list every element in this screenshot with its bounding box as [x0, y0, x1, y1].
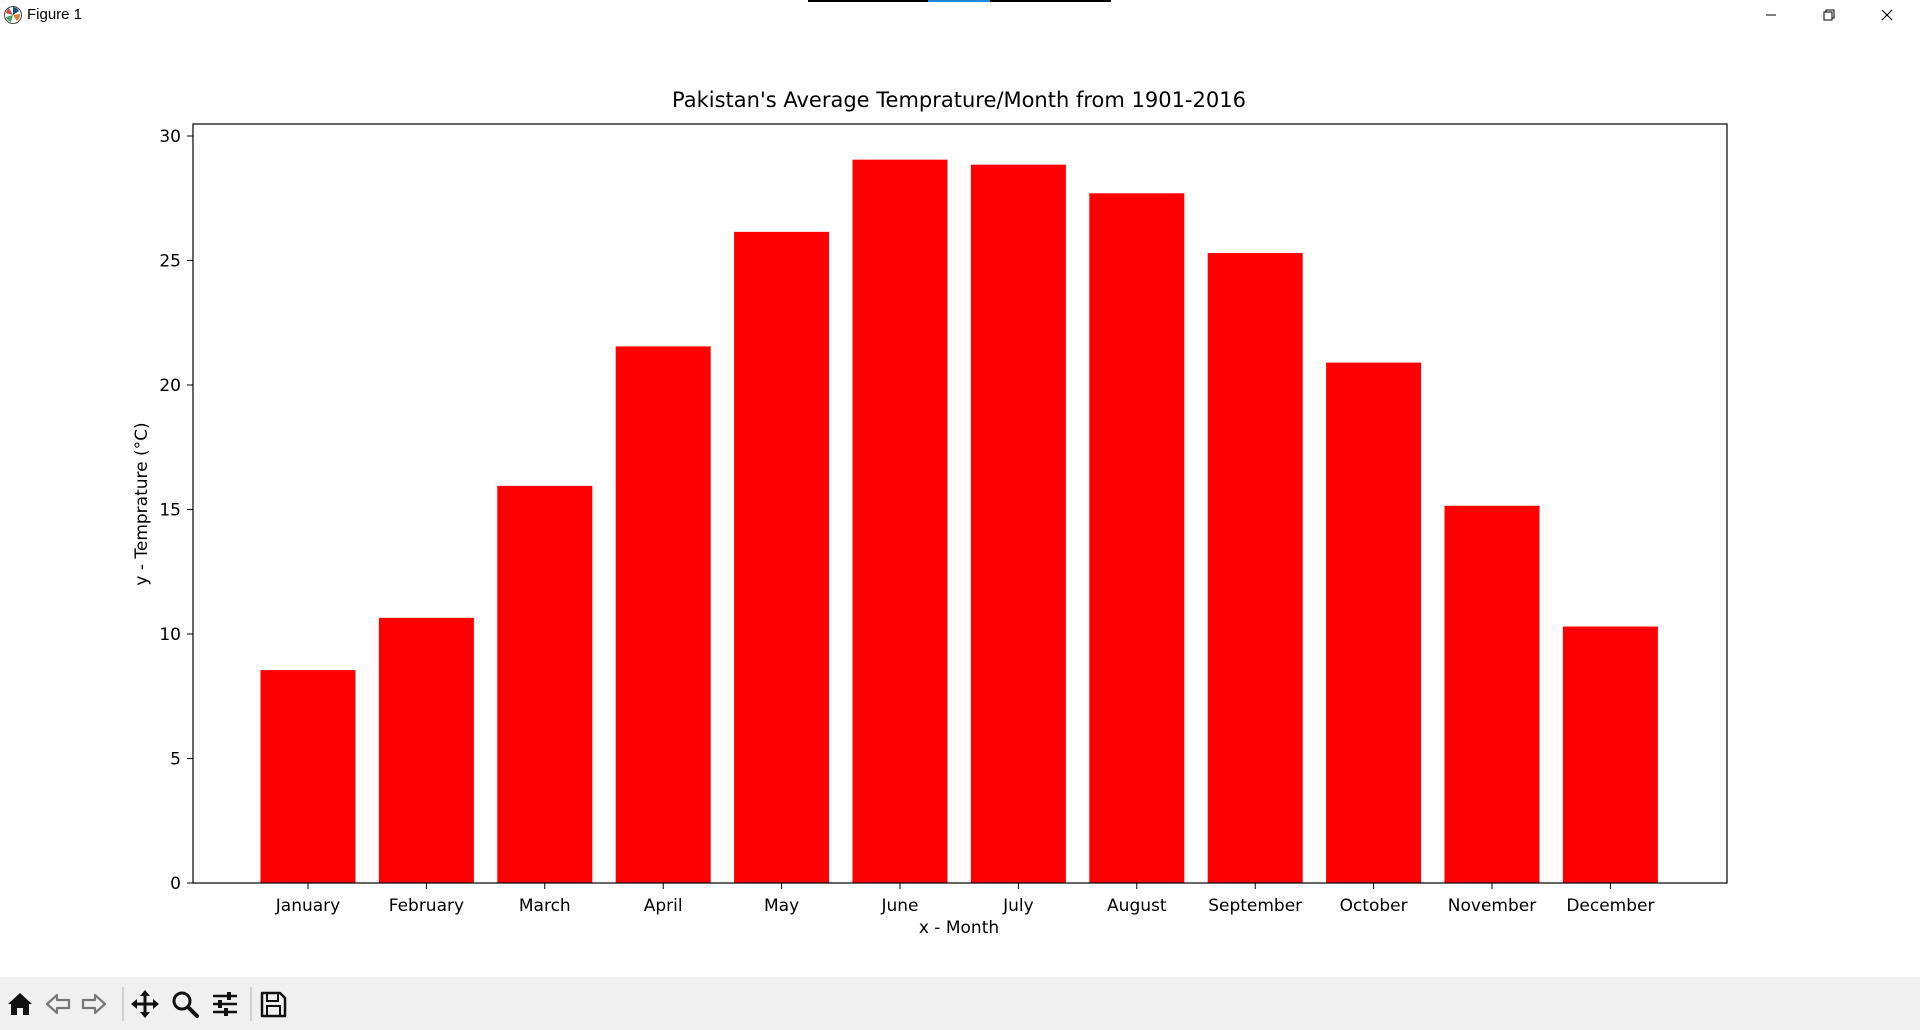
y-tick-label: 0 [170, 874, 181, 894]
bar-may [734, 231, 830, 884]
bar-chart: Pakistan's Average Temprature/Month from… [132, 88, 1728, 938]
y-tick-label: 20 [159, 376, 181, 396]
y-tick-label: 30 [159, 127, 181, 147]
axes-frame [192, 123, 1728, 884]
bar-july [970, 164, 1066, 883]
bar-january [260, 670, 356, 883]
focus-indicator-accent [928, 0, 990, 2]
y-axis-label: y - Temprature (°C) [132, 422, 152, 585]
y-axis-ticks: 0 5 10 15 20 25 30 [159, 127, 193, 894]
save-icon [260, 991, 287, 1018]
navigation-toolbar [0, 977, 1920, 1030]
x-tick-label: July [1002, 896, 1034, 916]
close-icon [1881, 9, 1893, 21]
bar-march [497, 485, 593, 883]
minimize-button[interactable] [1742, 0, 1800, 30]
back-arrow-icon [45, 993, 71, 1015]
y-tick-label: 10 [159, 625, 181, 645]
bar-august [1089, 193, 1185, 883]
y-tick-label: 5 [170, 750, 181, 770]
configure-subplots-button[interactable] [207, 985, 243, 1023]
toolbar-separator [250, 987, 252, 1021]
forward-arrow-icon [81, 993, 107, 1015]
save-button[interactable] [255, 985, 291, 1023]
x-tick-label: March [519, 896, 571, 916]
y-tick-label: 15 [159, 501, 181, 521]
forward-button[interactable] [76, 985, 112, 1023]
bars-group [260, 159, 1658, 884]
bar-november [1444, 505, 1540, 883]
restore-icon [1823, 9, 1835, 21]
x-tick-label: May [764, 896, 799, 916]
close-button[interactable] [1858, 0, 1916, 30]
window-title: Figure 1 [27, 6, 83, 23]
home-button[interactable] [2, 985, 38, 1023]
bar-september [1207, 253, 1303, 883]
x-tick-label: January [275, 896, 340, 916]
chart-title: Pakistan's Average Temprature/Month from… [672, 88, 1246, 112]
pan-button[interactable] [127, 985, 163, 1023]
x-tick-label: December [1566, 896, 1654, 916]
x-tick-label: October [1340, 896, 1408, 916]
figure-canvas[interactable]: Pakistan's Average Temprature/Month from… [0, 30, 1920, 977]
x-tick-label: April [644, 896, 683, 916]
y-tick-label: 25 [159, 252, 181, 272]
x-tick-label: June [880, 896, 918, 916]
home-icon [8, 993, 32, 1015]
back-button[interactable] [40, 985, 76, 1023]
bar-october [1326, 362, 1422, 884]
x-tick-label: November [1448, 896, 1536, 916]
toolbar-separator [122, 987, 124, 1021]
matplotlib-app-icon [4, 6, 22, 24]
x-tick-label: September [1208, 896, 1302, 916]
pan-icon [131, 990, 159, 1018]
configure-subplots-icon [213, 992, 237, 1016]
x-axis-ticks: January February March April May June July Augu… [275, 883, 1654, 916]
bar-april [615, 346, 711, 883]
bar-december [1562, 626, 1658, 883]
minimize-icon [1766, 14, 1776, 16]
x-tick-label: February [389, 896, 464, 916]
bar-june [852, 159, 948, 883]
window-titlebar: Figure 1 [0, 0, 1920, 30]
zoom-button[interactable] [167, 985, 203, 1023]
x-tick-label: August [1107, 896, 1167, 916]
bar-february [378, 617, 474, 883]
x-axis-label: x - Month [919, 918, 999, 938]
restore-button[interactable] [1800, 0, 1858, 30]
zoom-icon [172, 991, 199, 1018]
